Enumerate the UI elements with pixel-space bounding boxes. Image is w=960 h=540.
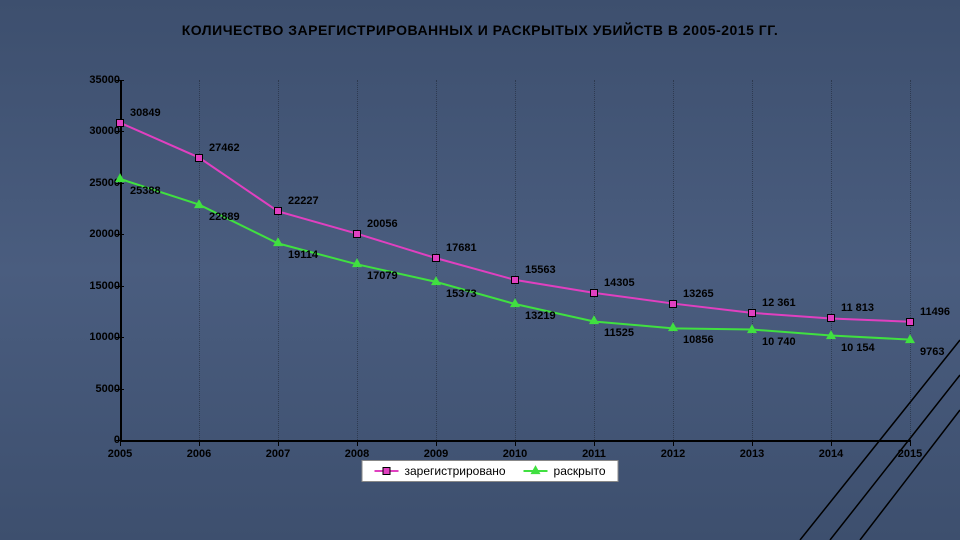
triangle-marker-icon xyxy=(826,330,836,339)
chart-title: КОЛИЧЕСТВО ЗАРЕГИСТРИРОВАННЫХ И РАСКРЫТЫ… xyxy=(0,0,960,38)
data-point-label: 12 361 xyxy=(762,297,796,309)
x-tick-label: 2014 xyxy=(819,448,843,460)
square-marker-icon xyxy=(511,276,519,284)
square-marker-icon xyxy=(116,119,124,127)
data-point-label: 30849 xyxy=(130,107,161,119)
square-marker-icon xyxy=(383,467,391,475)
x-tick-label: 2012 xyxy=(661,448,685,460)
data-point-label: 11496 xyxy=(920,306,950,318)
square-marker-icon xyxy=(669,300,677,308)
data-point-label: 11 813 xyxy=(841,302,874,314)
x-tick-label: 2015 xyxy=(898,448,922,460)
chart-lines xyxy=(120,80,910,440)
square-marker-icon xyxy=(827,314,835,322)
data-point-label: 27462 xyxy=(209,142,240,154)
legend-item-registered: зарегистрировано xyxy=(375,464,506,478)
legend: зарегистрировано раскрыто xyxy=(362,460,619,482)
data-point-label: 20056 xyxy=(367,218,398,230)
legend-item-solved: раскрыто xyxy=(524,464,606,478)
triangle-marker-icon xyxy=(531,465,541,474)
legend-label: зарегистрировано xyxy=(405,464,506,478)
data-point-label: 15373 xyxy=(446,288,477,300)
square-marker-icon xyxy=(906,318,914,326)
data-point-label: 22227 xyxy=(288,195,319,207)
data-point-label: 10 154 xyxy=(841,342,875,354)
x-tick-label: 2010 xyxy=(503,448,527,460)
triangle-marker-icon xyxy=(115,173,125,182)
data-point-label: 14305 xyxy=(604,277,635,289)
data-point-label: 11525 xyxy=(604,327,634,339)
data-point-label: 13219 xyxy=(525,310,556,322)
square-marker-icon xyxy=(748,309,756,317)
triangle-marker-icon xyxy=(510,298,520,307)
triangle-marker-icon xyxy=(905,334,915,343)
data-point-label: 13265 xyxy=(683,288,714,300)
data-point-label: 19114 xyxy=(288,249,318,261)
square-marker-icon xyxy=(195,154,203,162)
x-tick-label: 2013 xyxy=(740,448,764,460)
square-marker-icon xyxy=(590,289,598,297)
square-marker-icon xyxy=(432,254,440,262)
data-point-label: 15563 xyxy=(525,264,556,276)
triangle-marker-icon xyxy=(194,199,204,208)
x-tick-label: 2011 xyxy=(582,448,606,460)
x-tick-label: 2009 xyxy=(424,448,448,460)
data-point-label: 17079 xyxy=(367,270,398,282)
square-marker-icon xyxy=(353,230,361,238)
chart-area: 05000100001500020000250003000035000 2005… xyxy=(60,70,920,490)
triangle-marker-icon xyxy=(747,324,757,333)
data-point-label: 22889 xyxy=(209,211,240,223)
x-tick-label: 2008 xyxy=(345,448,369,460)
data-point-label: 25388 xyxy=(130,185,161,197)
data-point-label: 17681 xyxy=(446,242,477,254)
data-point-label: 10 740 xyxy=(762,336,796,348)
triangle-marker-icon xyxy=(431,276,441,285)
square-marker-icon xyxy=(274,207,282,215)
data-point-label: 10856 xyxy=(683,334,714,346)
data-point-label: 9763 xyxy=(920,346,944,358)
triangle-marker-icon xyxy=(352,258,362,267)
triangle-marker-icon xyxy=(668,322,678,331)
triangle-marker-icon xyxy=(589,316,599,325)
legend-label: раскрыто xyxy=(554,464,606,478)
x-tick-label: 2007 xyxy=(266,448,290,460)
x-tick-label: 2005 xyxy=(108,448,132,460)
triangle-marker-icon xyxy=(273,238,283,247)
x-tick-label: 2006 xyxy=(187,448,211,460)
